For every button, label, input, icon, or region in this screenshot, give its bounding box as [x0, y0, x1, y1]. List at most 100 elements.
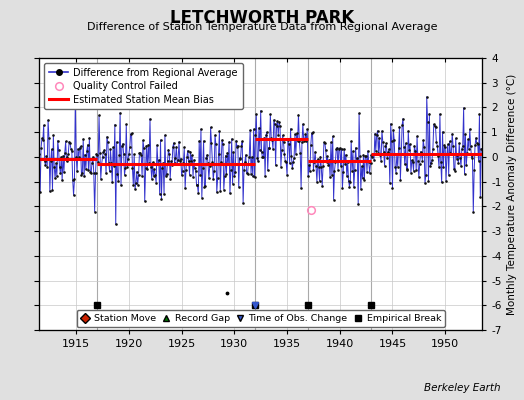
Point [292, 130, 301, 136]
Point [194, 190, 202, 197]
Point [445, 138, 454, 144]
Point [144, 142, 152, 148]
Point [358, 175, 367, 182]
Point [81, 151, 89, 158]
Point [417, 148, 425, 155]
Point [74, 154, 83, 160]
Point [232, 137, 241, 144]
Point [184, 158, 193, 164]
Point [403, 166, 411, 173]
Point [185, 172, 194, 178]
Point [259, 154, 268, 160]
Point [457, 163, 465, 170]
Point [141, 165, 150, 172]
Point [131, 186, 139, 192]
Point [304, 173, 312, 179]
Point [231, 169, 239, 176]
Point [386, 180, 394, 186]
Point [64, 150, 72, 157]
Point [206, 124, 215, 130]
Point [408, 157, 416, 164]
Point [50, 164, 59, 170]
Point [101, 151, 110, 157]
Point [83, 142, 92, 148]
Point [331, 159, 340, 166]
Point [43, 164, 51, 170]
Point [435, 164, 443, 170]
Point [220, 186, 228, 193]
Point [124, 156, 132, 162]
Point [289, 158, 298, 165]
Point [341, 161, 349, 167]
Point [127, 130, 136, 136]
Point [395, 145, 403, 151]
Point [251, 132, 259, 138]
Point [309, 167, 318, 173]
Point [363, 169, 371, 175]
Point [374, 150, 383, 156]
Point [200, 183, 209, 190]
Point [80, 173, 89, 180]
Point [153, 142, 161, 148]
Point [237, 143, 246, 149]
Point [300, 138, 308, 144]
Point [329, 133, 337, 140]
Point [337, 146, 346, 152]
Point [472, 135, 480, 141]
Point [196, 126, 205, 132]
Point [93, 151, 102, 158]
Point [156, 191, 164, 197]
Point [453, 152, 462, 158]
Point [271, 162, 280, 168]
Point [409, 159, 417, 166]
Point [145, 160, 154, 166]
Point [61, 150, 69, 156]
Point [239, 200, 247, 206]
Point [118, 140, 127, 147]
Point [156, 137, 165, 143]
Point [176, 158, 184, 164]
Point [295, 138, 303, 144]
Point [387, 120, 395, 127]
Legend: Station Move, Record Gap, Time of Obs. Change, Empirical Break: Station Move, Record Gap, Time of Obs. C… [77, 310, 445, 327]
Point [344, 177, 353, 184]
Point [108, 179, 116, 186]
Point [249, 126, 258, 132]
Point [474, 140, 482, 147]
Point [122, 121, 130, 128]
Point [196, 172, 204, 178]
Point [307, 142, 315, 149]
Point [99, 154, 107, 160]
Point [199, 165, 207, 172]
Point [449, 143, 457, 149]
Point [476, 194, 485, 200]
Point [303, 126, 311, 133]
Point [365, 170, 374, 176]
Point [123, 163, 132, 170]
Point [312, 163, 320, 169]
Point [354, 201, 363, 208]
Point [297, 185, 305, 192]
Point [56, 164, 64, 170]
Point [270, 117, 278, 123]
Point [79, 136, 88, 142]
Point [361, 153, 369, 159]
Point [266, 111, 275, 118]
Point [117, 182, 125, 188]
Point [47, 146, 56, 152]
Point [313, 156, 322, 162]
Point [71, 96, 80, 102]
Point [431, 124, 440, 130]
Point [256, 147, 264, 154]
Point [310, 158, 319, 165]
Point [248, 173, 257, 180]
Point [69, 176, 77, 183]
Point [441, 144, 450, 150]
Point [438, 179, 446, 186]
Point [342, 152, 350, 158]
Point [181, 185, 189, 192]
Point [121, 172, 129, 178]
Point [477, 146, 485, 152]
Point [114, 178, 123, 184]
Point [106, 146, 115, 153]
